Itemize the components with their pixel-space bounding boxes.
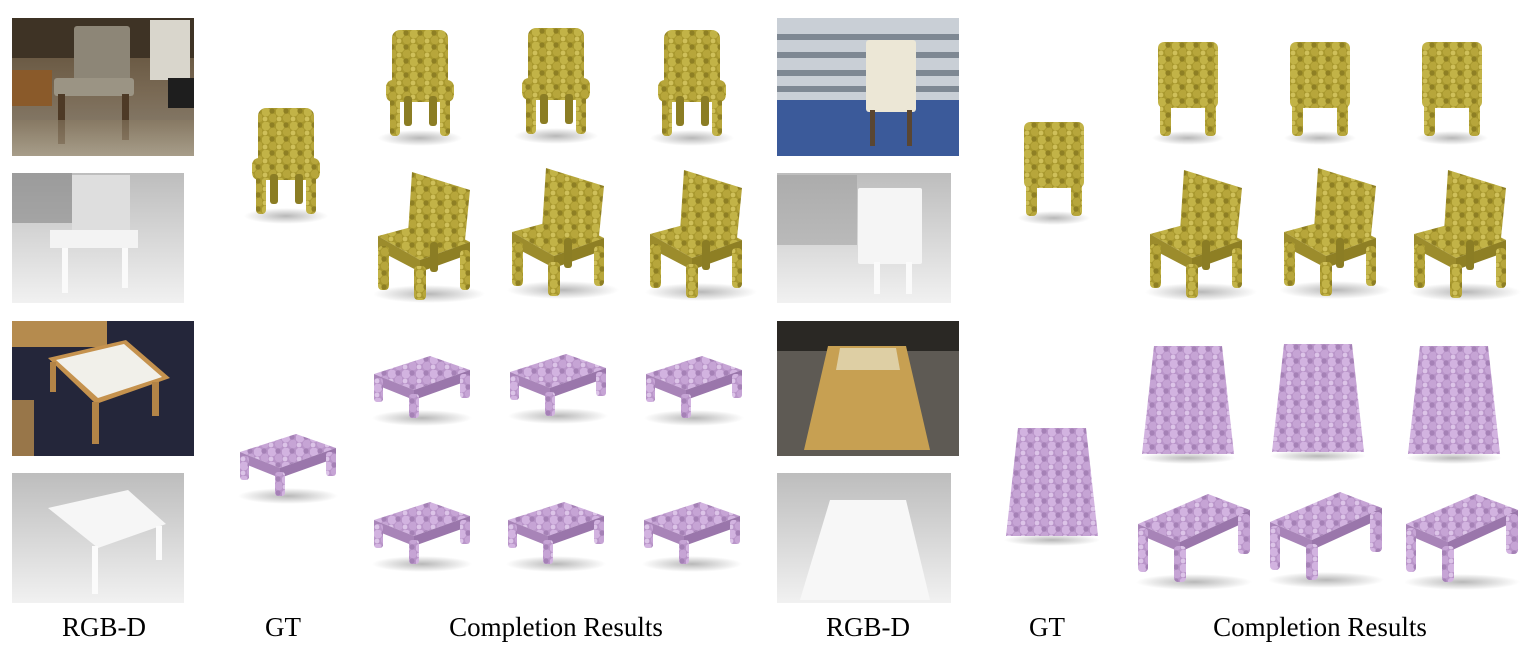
- caption-rgbd-left: RGB-D: [61, 612, 146, 642]
- gt-table-point-cloud: [238, 434, 338, 504]
- completion-results-chairs-right: [1145, 42, 1521, 301]
- rgb-image-long-table: [777, 321, 959, 456]
- completion-results-tables-right: [1136, 344, 1520, 590]
- rgb-image-chair-bookstore: [777, 18, 959, 156]
- gt-chair-point-cloud: [244, 108, 328, 224]
- depth-image-chair: [12, 173, 184, 303]
- gt-long-table-point-cloud: [1004, 428, 1100, 546]
- depth-image-long-table: [777, 473, 951, 603]
- caption-gt-left: GT: [265, 612, 301, 642]
- caption-completion-results-right: Completion Results: [1213, 612, 1427, 642]
- caption-gt-right: GT: [1029, 612, 1065, 642]
- caption-rgbd-right: RGB-D: [825, 612, 910, 642]
- rgb-image-square-table: [12, 321, 194, 456]
- completion-results-chairs-left: [373, 28, 757, 303]
- caption-completion-results-left: Completion Results: [449, 612, 663, 642]
- rgb-image-chair-living-room: [12, 18, 194, 156]
- completion-results-tables-left: [372, 354, 744, 572]
- depth-image-chair-right: [777, 173, 951, 303]
- gt-chair-back-point-cloud: [1018, 122, 1090, 225]
- depth-image-square-table: [12, 473, 184, 603]
